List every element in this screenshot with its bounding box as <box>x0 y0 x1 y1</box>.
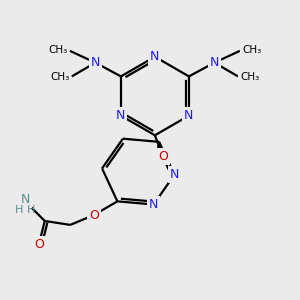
Text: N: N <box>149 198 158 211</box>
Text: CH₃: CH₃ <box>240 72 259 82</box>
Text: CH₃: CH₃ <box>49 45 68 55</box>
Text: N: N <box>116 109 126 122</box>
Text: N: N <box>20 193 30 206</box>
Text: N: N <box>184 109 194 122</box>
Text: N: N <box>210 56 219 69</box>
Text: CH₃: CH₃ <box>51 72 70 82</box>
Text: H: H <box>27 205 35 215</box>
Text: N: N <box>170 168 179 181</box>
Text: N: N <box>91 56 100 69</box>
Text: O: O <box>89 208 99 222</box>
Text: O: O <box>34 238 44 251</box>
Text: N: N <box>150 50 160 63</box>
Text: H: H <box>15 205 23 215</box>
Text: O: O <box>158 150 168 164</box>
Text: CH₃: CH₃ <box>242 45 261 55</box>
